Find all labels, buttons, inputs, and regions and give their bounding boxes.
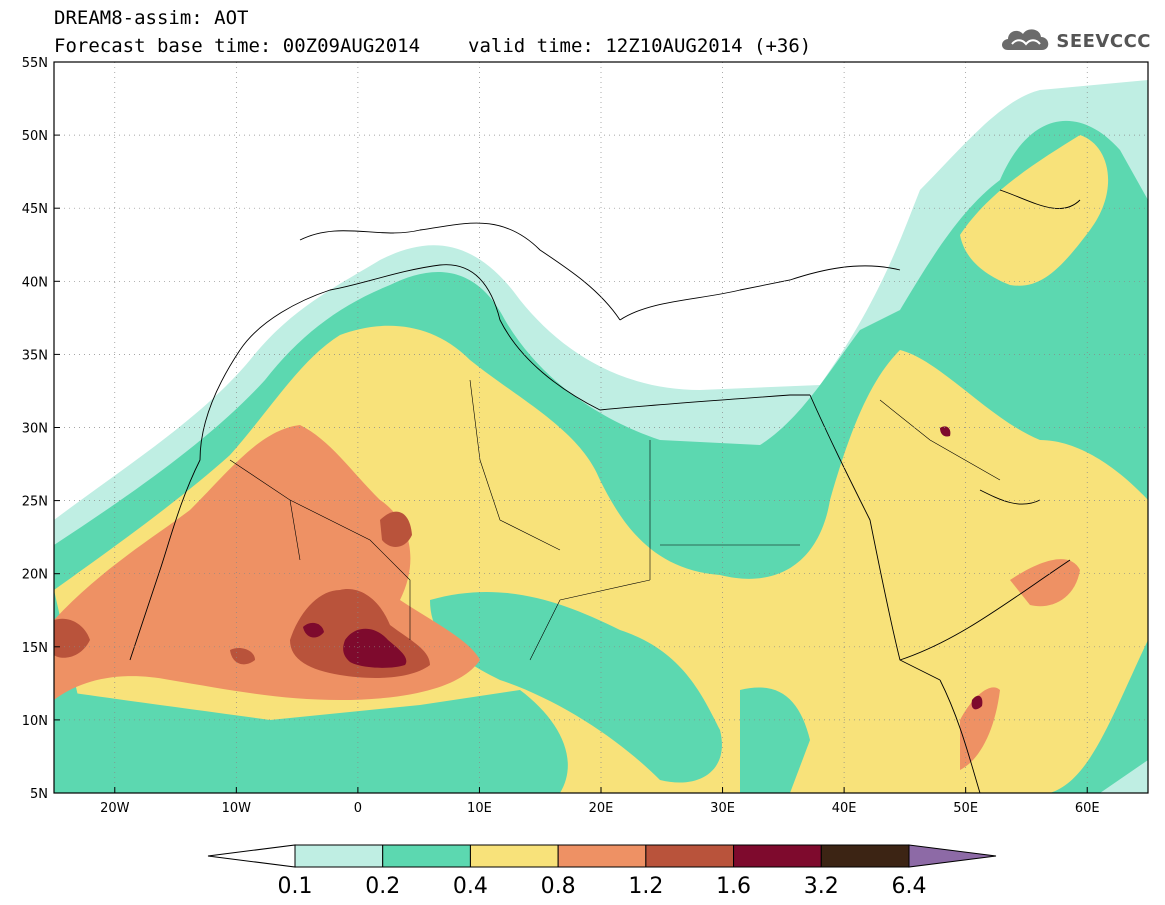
lat-tick-label: 45N: [22, 202, 48, 217]
colorbar-label: 0.2: [365, 874, 400, 899]
seevccc-logo: SEEVCCC: [998, 24, 1151, 58]
colorbar-label: 1.6: [716, 874, 751, 899]
lat-tick-label: 20N: [22, 568, 48, 583]
lon-tick-label: 10W: [222, 801, 252, 816]
colorbar-label: 0.1: [278, 874, 313, 899]
lon-tick-label: 40E: [832, 801, 857, 816]
lon-tick-label: 60E: [1075, 801, 1100, 816]
colorbar-segment: [294, 844, 384, 868]
lon-tick-label: 20E: [589, 801, 614, 816]
lat-tick-label: 5N: [30, 787, 48, 802]
lat-tick-label: 30N: [22, 422, 48, 437]
lat-tick-label: 10N: [22, 714, 48, 729]
colorbar-segment: [557, 844, 647, 868]
colorbar-segment: [733, 844, 822, 868]
logo-text: SEEVCCC: [1056, 30, 1151, 52]
colorbar-label: 1.2: [628, 874, 663, 899]
colorbar: 0.1 0.2 0.4 0.8 1.2 1.6 3.2 6.4: [207, 844, 997, 899]
colorbar-label: 0.8: [541, 874, 576, 899]
lat-tick-label: 55N: [22, 56, 48, 71]
colorbar-label: 0.4: [453, 874, 488, 899]
colorbar-arrow-high: [908, 844, 997, 868]
axis-ticks: 55N 50N 45N 40N 35N 30N 25N 20N 15N 10N 5N 20W 10W 0 1…: [22, 56, 1100, 816]
base-time: Forecast base time: 00Z09AUG2014: [54, 35, 421, 57]
aot-band-0-2-inner: [54, 591, 810, 793]
colorbar-segment: [820, 844, 910, 868]
coastlines: [129, 189, 1081, 793]
lon-tick-label: 10E: [467, 801, 492, 816]
colorbar-segment: [382, 844, 471, 868]
gridlines: [54, 61, 1148, 794]
forecast-times: Forecast base time: 00Z09AUG2014 valid ti…: [54, 36, 811, 56]
lon-tick-label: 20W: [100, 801, 130, 816]
lat-tick-label: 25N: [22, 495, 48, 510]
lat-tick-label: 50N: [22, 129, 48, 144]
aot-band-1-6: [303, 426, 983, 710]
colorbar-segment: [469, 844, 559, 868]
lon-tick-label: 0: [354, 801, 362, 816]
lon-tick-label: 30E: [710, 801, 735, 816]
colorbar-arrow-low: [207, 844, 296, 868]
country-borders: [229, 379, 1001, 661]
cloud-logo-icon: [998, 24, 1052, 58]
map-title: DREAM8-assim: AOT: [54, 7, 249, 29]
colorbar-label: 6.4: [892, 874, 927, 899]
lat-tick-label: 40N: [22, 275, 48, 290]
colorbar-label: 3.2: [804, 874, 839, 899]
lon-tick-label: 50E: [953, 801, 978, 816]
valid-time: valid time: 12Z10AUG2014 (+36): [468, 35, 812, 57]
lat-tick-label: 15N: [22, 641, 48, 656]
colorbar-segment: [645, 844, 735, 868]
lat-tick-label: 35N: [22, 348, 48, 363]
